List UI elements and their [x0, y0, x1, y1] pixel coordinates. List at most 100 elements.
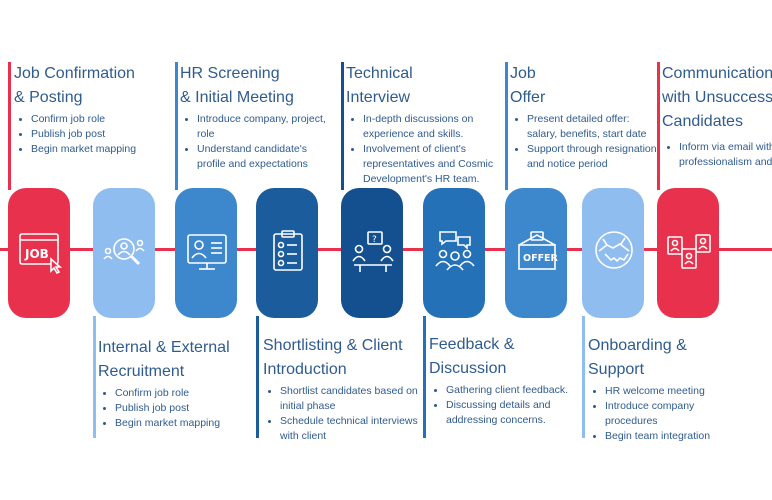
step-1-title-line-1: Job Confirmation — [14, 65, 135, 82]
step-2-title-line-1: Internal & External — [98, 339, 230, 356]
step-4-line — [256, 316, 259, 438]
bullet-continuation: addressing concerns. — [446, 414, 546, 426]
step-5-title: Technical Interview — [346, 62, 493, 110]
bullet-item: In-depth discussions on — [346, 112, 493, 127]
svg-text:JOB: JOB — [24, 247, 49, 261]
step-8-block: Onboarding & Support HR welcome meeting … — [588, 334, 710, 444]
step-4-title-line-2: Introduction — [263, 361, 347, 378]
step-6-title-line-1: Feedback & — [429, 336, 515, 353]
step-9-title-line-2: with Unsuccessful — [662, 89, 772, 106]
step-1-pill: JOB — [8, 188, 70, 318]
step-7-block: Job Offer Present detailed offer: salary… — [510, 62, 657, 172]
step-6-title: Feedback & Discussion — [429, 333, 568, 381]
bullet-item: Shortlist candidates based on — [263, 384, 418, 399]
handshake-icon — [595, 231, 633, 269]
step-2-line — [93, 316, 96, 438]
step-9-title: Communication with Unsuccessful Candidat… — [662, 62, 772, 134]
bullet-item: Begin market mapping — [14, 142, 136, 157]
bullet-continuation: professionalism and — [679, 156, 772, 168]
bullet-item: Confirm job role — [14, 112, 136, 127]
step-3-bullets: Introduce company, project, role Underst… — [180, 112, 326, 172]
bullet-item: Introduce company — [588, 399, 710, 414]
interview-icon: ? — [352, 231, 394, 272]
bullet-item: Introduce company, project, — [180, 112, 326, 127]
step-2-pill — [93, 188, 155, 318]
step-6-bullets: Gathering client feedback. Discussing de… — [429, 383, 568, 428]
step-5-title-line-1: Technical — [346, 65, 413, 82]
step-9-title-line-1: Communication — [662, 65, 772, 82]
step-9-bullets: Inform via email with professionalism an… — [662, 140, 772, 170]
bullet-continuation: salary, benefits, start date — [527, 128, 647, 140]
bullet-continuation: initial phase — [280, 400, 336, 412]
step-6-title-line-2: Discussion — [429, 360, 507, 377]
bullet-item: Publish job post — [14, 127, 136, 142]
step-6-block: Feedback & Discussion Gathering client f… — [429, 333, 568, 428]
step-8-line — [582, 316, 585, 438]
bullet-item: HR welcome meeting — [588, 384, 710, 399]
step-3-pill — [175, 188, 237, 318]
bullet-item: Involvement of client's — [346, 142, 493, 157]
step-2-title-line-2: Recruitment — [98, 363, 185, 380]
bullet-continuation: role — [197, 128, 215, 140]
step-8-bullets: HR welcome meeting Introduce company pro… — [588, 384, 710, 444]
bullet-item: Publish job post — [98, 401, 230, 416]
bullet-continuation: with client — [280, 430, 327, 442]
step-1-title: Job Confirmation & Posting — [14, 62, 136, 110]
step-5-bullets: In-depth discussions on experience and s… — [346, 112, 493, 187]
step-4-bullets: Shortlist candidates based on initial ph… — [263, 384, 418, 444]
step-1-title-line-2: & Posting — [14, 89, 83, 106]
bullet-continuation: experience and skills. — [363, 128, 464, 140]
step-1-bullets: Confirm job role Publish job post Begin … — [14, 112, 136, 157]
profiles-icon — [667, 234, 711, 269]
offer-envelope-icon: OFFER — [518, 231, 559, 270]
step-9-pill — [657, 188, 719, 318]
bullet-item: Schedule technical interviews — [263, 414, 418, 429]
bullet-item: Confirm job role — [98, 386, 230, 401]
step-8-title-line-1: Onboarding & — [588, 337, 687, 354]
step-9-line — [657, 62, 660, 190]
bullet-item: Begin team integration — [588, 429, 710, 444]
bullet-item: Present detailed offer: — [510, 112, 657, 127]
bullet-continuation: Development's HR team. — [363, 173, 480, 185]
job-screen-icon: JOB — [19, 233, 63, 275]
step-4-title-line-1: Shortlisting & Client — [263, 337, 403, 354]
step-1-block: Job Confirmation & Posting Confirm job r… — [14, 62, 136, 157]
step-8-title: Onboarding & Support — [588, 334, 710, 382]
bullet-continuation: and notice period — [527, 158, 608, 170]
step-9-title-line-3: Candidates — [662, 113, 743, 130]
step-7-title-line-1: Job — [510, 65, 536, 82]
step-2-block: Internal & External Recruitment Confirm … — [98, 336, 230, 431]
step-2-title: Internal & External Recruitment — [98, 336, 230, 384]
clipboard-list-icon — [273, 230, 303, 271]
step-4-block: Shortlisting & Client Introduction Short… — [263, 334, 418, 444]
step-3-title-line-1: HR Screening — [180, 65, 280, 82]
step-4-title: Shortlisting & Client Introduction — [263, 334, 418, 382]
svg-text:OFFER: OFFER — [523, 253, 559, 264]
step-3-line — [175, 62, 178, 190]
video-call-icon — [187, 234, 227, 270]
step-1-line — [8, 62, 11, 190]
step-5-pill: ? — [341, 188, 403, 318]
step-3-title-line-2: & Initial Meeting — [180, 89, 294, 106]
bullet-item: Begin market mapping — [98, 416, 230, 431]
bullet-item: Inform via email with — [662, 140, 772, 155]
step-7-line — [505, 62, 508, 190]
bullet-continuation: profile and expectations — [197, 158, 308, 170]
bullet-continuation: representatives and Cosmic — [363, 158, 494, 170]
step-6-line — [423, 316, 426, 438]
group-discussion-icon — [435, 231, 475, 271]
step-7-bullets: Present detailed offer: salary, benefits… — [510, 112, 657, 172]
step-3-title: HR Screening & Initial Meeting — [180, 62, 326, 110]
step-9-block: Communication with Unsuccessful Candidat… — [662, 62, 772, 170]
step-8-pill — [582, 188, 644, 318]
bullet-continuation: procedures — [605, 415, 658, 427]
step-3-block: HR Screening & Initial Meeting Introduce… — [180, 62, 326, 172]
bullet-item: Support through resignation — [510, 142, 657, 157]
step-5-title-line-2: Interview — [346, 89, 411, 106]
bullet-item: Understand candidate's — [180, 142, 326, 157]
step-8-title-line-2: Support — [588, 361, 645, 378]
svg-text:?: ? — [372, 235, 377, 245]
step-7-title: Job Offer — [510, 62, 657, 110]
step-5-block: Technical Interview In-depth discussions… — [346, 62, 493, 187]
step-5-line — [341, 62, 344, 190]
